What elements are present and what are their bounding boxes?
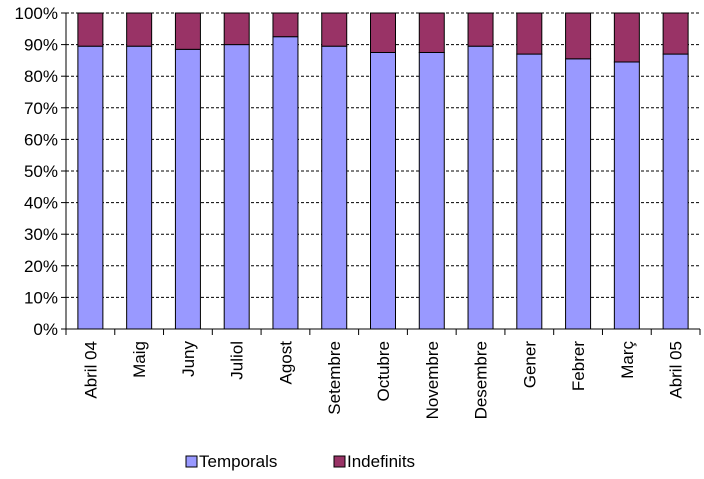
bar-indefinits [78, 13, 103, 46]
x-tick-label: Maig [130, 341, 149, 378]
x-tick-label: Gener [520, 341, 539, 389]
y-tick-labels: 0% 10% 20% 30% 40% 50% 60% 70% 80% 90% 100% [15, 4, 58, 339]
x-tick-label: Agost [276, 341, 295, 385]
y-tick-label: 40% [24, 194, 58, 213]
bar-temporals [175, 49, 200, 329]
bar-indefinits [419, 13, 444, 53]
bar-indefinits [663, 13, 688, 54]
bar-temporals [127, 46, 152, 329]
bar-temporals [224, 45, 249, 329]
bar-temporals [614, 62, 639, 329]
x-tick-label: Juliol [228, 341, 247, 380]
legend-label-indefinits: Indefinits [347, 452, 415, 471]
bar-indefinits [127, 13, 152, 46]
x-tick-label: Novembre [423, 341, 442, 419]
bar-indefinits [273, 13, 298, 37]
y-tick-label: 50% [24, 162, 58, 181]
y-tick-label: 60% [24, 130, 58, 149]
bar-indefinits [322, 13, 347, 46]
legend-label-temporals: Temporals [199, 452, 277, 471]
bar-indefinits [224, 13, 249, 45]
y-tick-label: 100% [15, 4, 58, 23]
x-tick-label: Març [618, 341, 637, 379]
x-tick-label: Setembre [325, 341, 344, 415]
legend-swatch-temporals [186, 456, 197, 467]
bar-temporals [322, 46, 347, 329]
y-tick-label: 10% [24, 288, 58, 307]
bar-temporals [273, 37, 298, 329]
bar-temporals [566, 59, 591, 329]
bar-temporals [468, 46, 493, 329]
bar-indefinits [566, 13, 591, 59]
legend-swatch-indefinits [334, 456, 345, 467]
y-tick-label: 90% [24, 36, 58, 55]
y-tick-label: 20% [24, 257, 58, 276]
bar-temporals [78, 46, 103, 329]
bar-indefinits [175, 13, 200, 49]
y-tick-label: 30% [24, 225, 58, 244]
y-tick-label: 80% [24, 67, 58, 86]
bar-indefinits [614, 13, 639, 62]
x-tick-label: Abril 04 [81, 341, 100, 399]
x-tick-label: Febrer [569, 341, 588, 391]
x-tick-label: Abril 05 [667, 341, 686, 399]
bar-indefinits [468, 13, 493, 46]
y-tick-label: 70% [24, 99, 58, 118]
bar-temporals [663, 54, 688, 329]
bar-temporals [517, 54, 542, 329]
x-tick-label: Octubre [374, 341, 393, 401]
x-tick-label: Desembre [472, 341, 491, 419]
y-tick-label: 0% [33, 320, 58, 339]
bar-indefinits [517, 13, 542, 54]
legend: Temporals Indefinits [186, 452, 415, 471]
x-tick-labels: Abril 04 Maig Juny Juliol Agost Setembre Octub… [81, 341, 685, 420]
x-tick-label: Juny [179, 341, 198, 377]
bar-temporals [371, 53, 396, 330]
bar-temporals [419, 53, 444, 330]
bar-indefinits [371, 13, 396, 53]
